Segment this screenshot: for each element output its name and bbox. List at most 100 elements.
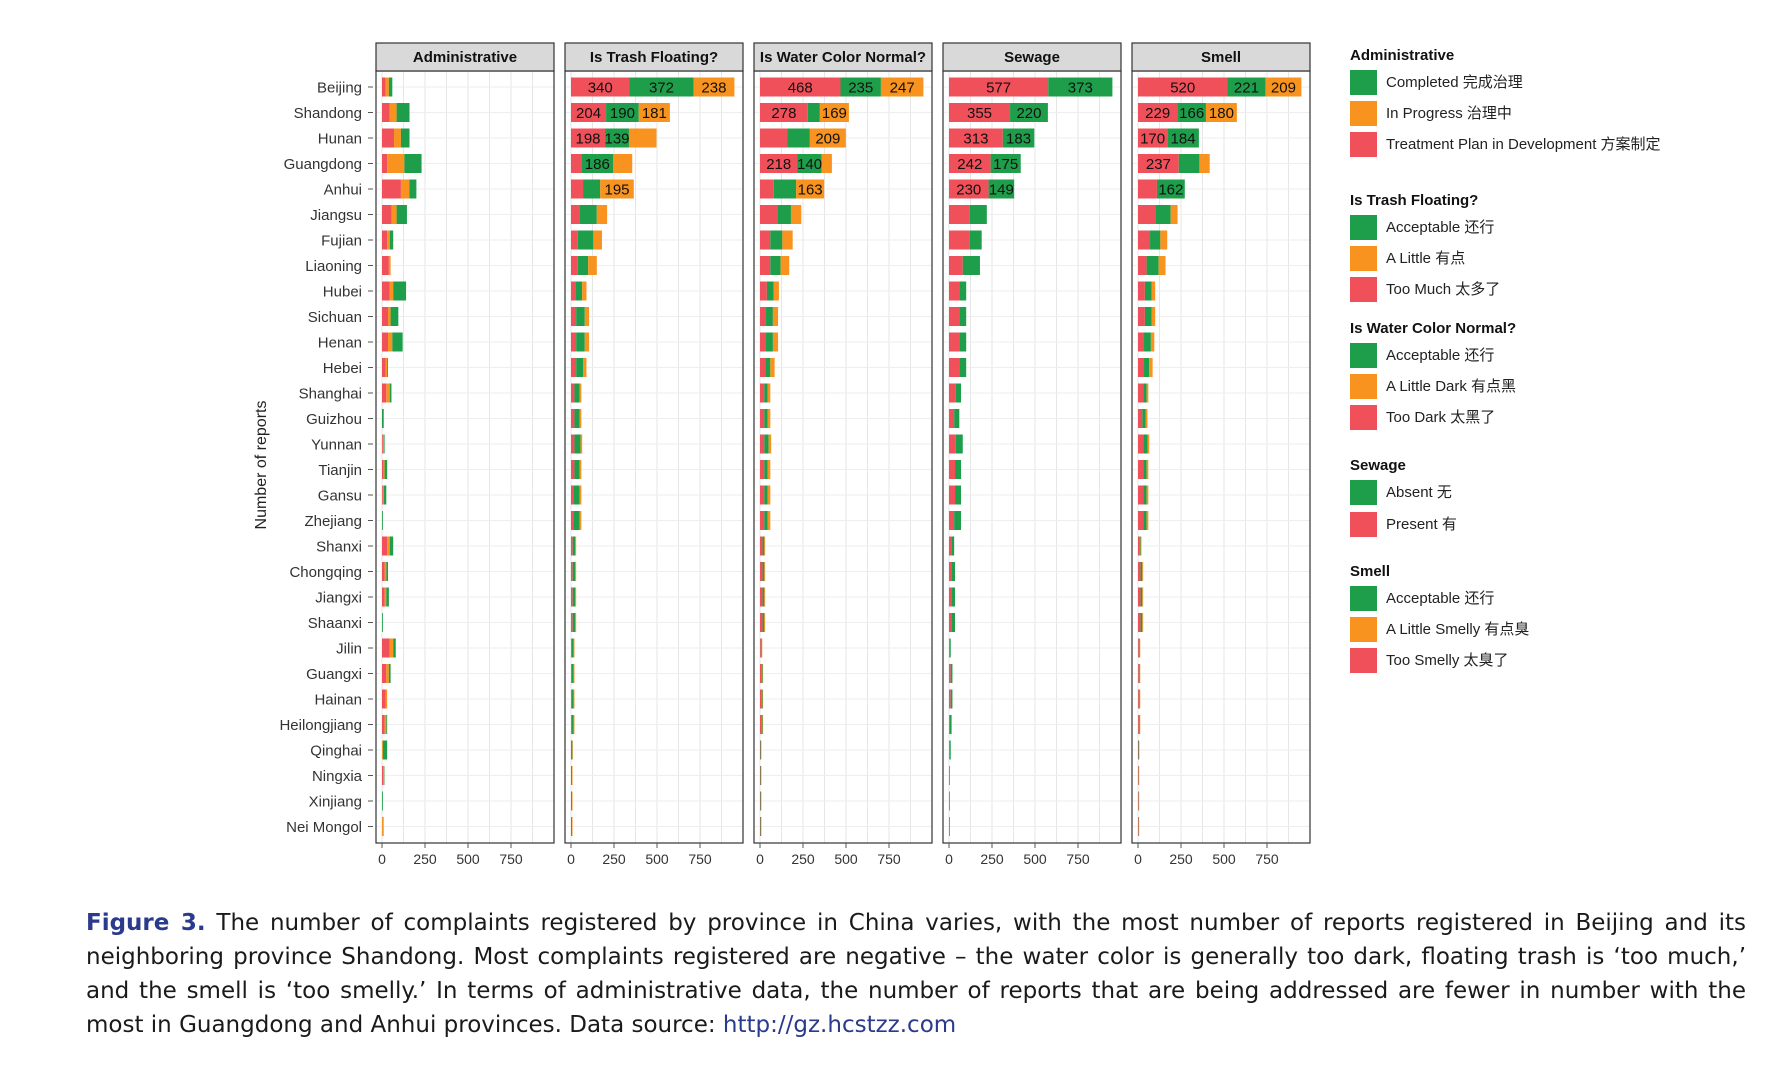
bar-segment xyxy=(1138,281,1145,301)
bar-segment xyxy=(764,409,768,428)
bar-segment xyxy=(382,154,388,173)
bar-segment xyxy=(382,817,384,836)
x-tick-label: 500 xyxy=(1212,851,1236,867)
bar-segment xyxy=(388,77,393,97)
y-axis-title: Number of reports xyxy=(253,401,270,530)
y-tick-label: Shandong xyxy=(294,105,362,122)
bar-segment xyxy=(382,434,383,454)
bar-segment xyxy=(762,587,765,607)
bar-segment xyxy=(1138,689,1139,709)
bar-segment xyxy=(767,383,771,403)
y-tick-label: Guangdong xyxy=(284,156,362,173)
bar-segment xyxy=(1138,230,1151,250)
bar-segment xyxy=(949,179,989,199)
data-label: 247 xyxy=(890,80,915,97)
x-tick-label: 250 xyxy=(1169,851,1193,867)
bar-segment xyxy=(1138,664,1139,683)
bar-segment xyxy=(583,179,601,199)
legend-title: Is Water Color Normal? xyxy=(1350,320,1516,337)
bar-segment xyxy=(772,307,779,326)
bar-segment xyxy=(1178,154,1200,173)
bar-segment xyxy=(1139,664,1141,683)
bar-segment xyxy=(760,307,767,326)
bar-segment xyxy=(1205,103,1237,122)
bar-segment xyxy=(1138,664,1140,683)
bar-segment xyxy=(760,664,762,683)
bar-segment xyxy=(1138,77,1228,97)
bar-segment xyxy=(760,766,762,785)
bar-segment xyxy=(949,460,956,479)
y-tick-label: Guizhou xyxy=(306,411,362,428)
bar-segment xyxy=(388,664,391,683)
panel-title: Sewage xyxy=(1004,49,1060,66)
legend-label: Completed 完成治理 xyxy=(1386,74,1523,91)
bar-segment xyxy=(573,511,580,530)
bar-segment xyxy=(571,613,573,632)
x-tick-label: 0 xyxy=(756,851,764,867)
bar-segment xyxy=(393,638,396,658)
data-label: 468 xyxy=(788,80,813,97)
bar-segment xyxy=(571,332,577,352)
bar-segment xyxy=(389,103,397,122)
bar-segment xyxy=(764,587,766,607)
bar-segment xyxy=(572,817,573,836)
legend-swatch xyxy=(1350,215,1377,240)
bar-segment xyxy=(382,460,384,479)
data-label: 181 xyxy=(642,105,667,122)
bar-segment xyxy=(571,256,578,275)
bar-segment xyxy=(396,103,410,122)
bar-segment xyxy=(1177,103,1206,122)
bar-segment xyxy=(764,460,768,479)
y-tick-label: Hainan xyxy=(314,692,362,709)
legend-swatch xyxy=(1350,648,1377,673)
bar-segment xyxy=(954,409,960,428)
legend-swatch xyxy=(1350,277,1377,302)
bar-segment xyxy=(571,791,573,811)
bar-segment xyxy=(969,205,987,224)
bar-segment xyxy=(955,460,962,479)
bar-segment xyxy=(949,485,956,505)
bar-segment xyxy=(571,460,575,479)
data-label: 186 xyxy=(585,156,610,173)
x-tick-label: 750 xyxy=(499,851,523,867)
bar-segment xyxy=(809,128,846,148)
bar-segment xyxy=(949,664,951,683)
bar-segment xyxy=(571,485,574,505)
bar-segment xyxy=(880,77,924,97)
bar-segment xyxy=(571,587,573,607)
bar-segment xyxy=(840,77,881,97)
data-label: 169 xyxy=(822,105,847,122)
bar-segment xyxy=(382,536,388,556)
bar-segment xyxy=(574,409,580,428)
bar-segment xyxy=(949,715,952,734)
bar-segment xyxy=(579,485,582,505)
bar-segment xyxy=(588,256,597,275)
bar-segment xyxy=(959,281,967,301)
data-source-link[interactable]: http://gz.hcstzz.com xyxy=(722,1012,957,1038)
bar-segment xyxy=(760,638,761,658)
bar-segment xyxy=(1138,817,1139,836)
legend-label: Acceptable 还行 xyxy=(1386,347,1494,364)
x-tick-label: 500 xyxy=(456,851,480,867)
bar-segment xyxy=(760,740,761,760)
bar-segment xyxy=(593,230,602,250)
y-tick-label: Jiangxi xyxy=(315,590,362,607)
bar-segment xyxy=(764,434,769,454)
bar-segment xyxy=(762,613,765,632)
bar-segment xyxy=(382,332,389,352)
bar-segment xyxy=(762,689,764,709)
legend-label: Absent 无 xyxy=(1386,484,1452,501)
bar-segment xyxy=(959,332,967,352)
y-tick-label: Nei Mongol xyxy=(286,819,362,836)
x-tick-label: 500 xyxy=(645,851,669,867)
bar-segment xyxy=(1138,307,1145,326)
x-tick-label: 500 xyxy=(834,851,858,867)
legend-label: Present 有 xyxy=(1386,516,1457,533)
data-label: 195 xyxy=(604,182,629,199)
bar-segment xyxy=(1140,562,1143,581)
bar-segment xyxy=(572,587,576,607)
bar-segment xyxy=(575,562,577,581)
data-label: 229 xyxy=(1145,105,1170,122)
bar-segment xyxy=(760,409,765,428)
bar-segment xyxy=(760,638,762,658)
